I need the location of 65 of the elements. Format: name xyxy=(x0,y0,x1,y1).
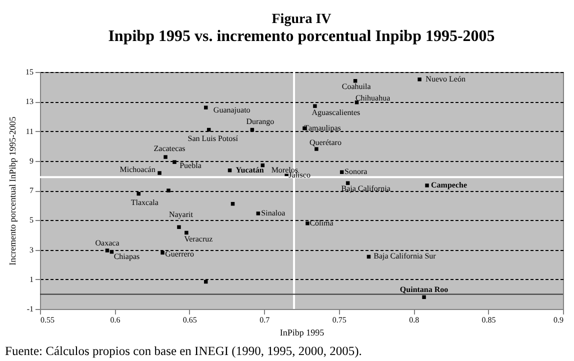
source-note: Fuente: Cálculos propios con base en INEGI (1990, 1995, 2000, 2005). xyxy=(5,344,362,358)
chart-title: Figura IV xyxy=(272,12,332,27)
annotation: Yucatán xyxy=(236,165,264,174)
point xyxy=(166,188,170,192)
point xyxy=(353,79,358,83)
point xyxy=(313,104,317,108)
annotation: Oaxaca xyxy=(95,238,120,248)
point xyxy=(418,78,422,82)
annotation: Tlaxcala xyxy=(130,198,159,207)
annotation: Zacatecas xyxy=(154,144,186,154)
annotation: Veracruz xyxy=(184,234,214,244)
annotation: Durango xyxy=(246,116,274,126)
point xyxy=(314,147,318,151)
y-tick-label: 15 xyxy=(26,68,34,76)
chart-subtitle: Inpibp 1995 vs. incremento porcentual Inpibp 1995-2005 xyxy=(108,28,495,45)
point xyxy=(256,212,260,216)
annotation: Querétaro xyxy=(309,138,342,148)
annotation: Nuevo León xyxy=(426,74,466,84)
point xyxy=(160,250,164,255)
x-tick-label: 0.65 xyxy=(182,316,197,324)
y-tick-label: 3 xyxy=(30,245,34,254)
annotation: Sonora xyxy=(344,167,368,176)
point xyxy=(346,181,350,185)
annotation: Colima xyxy=(310,218,334,228)
annotation: Aguascalientes xyxy=(312,108,360,118)
annotation: Quintana Roo xyxy=(400,285,448,294)
annotation: San Luis Potosí xyxy=(188,134,239,143)
y-tick-label: -1 xyxy=(26,304,34,314)
point xyxy=(204,106,208,110)
x-tick-label: 0.55 xyxy=(40,316,54,324)
x-axis-title: InPibp 1995 xyxy=(280,328,325,338)
annotation: Baja California Sur xyxy=(374,252,436,261)
point xyxy=(422,295,426,300)
x-tick-label: 0.9 xyxy=(554,316,564,324)
x-tick-label: 0.75 xyxy=(332,316,346,324)
y-tick-label: 5 xyxy=(30,216,34,225)
point xyxy=(177,225,181,229)
y-tick-label: 11 xyxy=(26,126,34,136)
point xyxy=(425,184,429,188)
annotation: Chihuahua xyxy=(355,93,391,102)
point xyxy=(164,155,168,159)
y-tick-label: 1 xyxy=(30,274,34,284)
y-tick-label: 7 xyxy=(30,186,34,195)
x-tick-label: 0.6 xyxy=(110,316,120,324)
annotation: Puebla xyxy=(180,161,202,170)
x-tick-label: 0.85 xyxy=(482,316,496,324)
point xyxy=(105,248,110,252)
point xyxy=(184,230,188,235)
annotation: Guerrero xyxy=(165,250,194,259)
annotation: Michoacán xyxy=(120,165,156,174)
y-tick-label: 13 xyxy=(26,97,34,106)
x-tick-label: 0.8 xyxy=(409,316,420,324)
y-tick-label: 9 xyxy=(30,156,34,166)
annotation: Guanajuato xyxy=(213,106,250,115)
point xyxy=(172,160,176,164)
annotation: Campeche xyxy=(431,180,468,190)
annotation: Nayarit xyxy=(168,210,194,220)
annotation: Coahuila xyxy=(342,82,372,91)
annotation: Baja California xyxy=(341,184,391,194)
annotation: Chiapas xyxy=(114,252,140,261)
x-tick-label: 0.7 xyxy=(260,316,270,324)
annotation: Sinaloa xyxy=(261,208,286,218)
point xyxy=(306,222,310,226)
point xyxy=(158,171,162,175)
y-axis-title: Incremento porcentual InPibp 1995-2005 xyxy=(8,116,18,266)
